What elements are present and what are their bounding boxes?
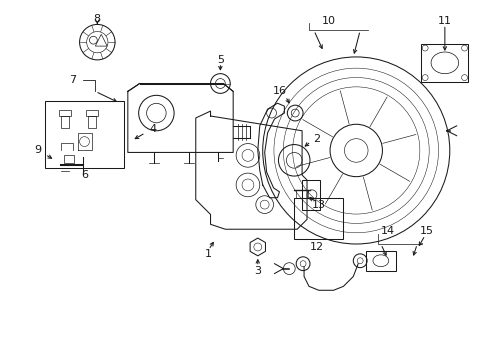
Bar [86, 110, 98, 116]
Text: 14: 14 [380, 226, 394, 236]
Text: 13: 13 [311, 199, 325, 210]
Bar [61, 116, 69, 128]
Text: 3: 3 [254, 266, 261, 276]
Text: 4: 4 [149, 124, 157, 134]
Bar [420, 44, 468, 82]
Bar [366, 251, 395, 271]
Text: 12: 12 [309, 242, 323, 252]
Text: 10: 10 [321, 15, 335, 26]
Text: 5: 5 [217, 55, 224, 65]
Bar [88, 116, 96, 128]
Bar [64, 156, 74, 163]
Bar [59, 110, 71, 116]
Text: 11: 11 [437, 15, 451, 26]
Text: 6: 6 [81, 170, 88, 180]
Text: 7: 7 [69, 75, 76, 85]
Text: 15: 15 [419, 226, 433, 236]
Text: 8: 8 [94, 14, 101, 23]
Text: 9: 9 [35, 145, 41, 156]
Text: 1: 1 [204, 249, 212, 259]
Bar [294, 198, 343, 239]
Bar [302, 180, 319, 210]
Text: 16: 16 [272, 86, 286, 96]
Bar [45, 101, 123, 168]
Text: 2: 2 [313, 134, 320, 144]
